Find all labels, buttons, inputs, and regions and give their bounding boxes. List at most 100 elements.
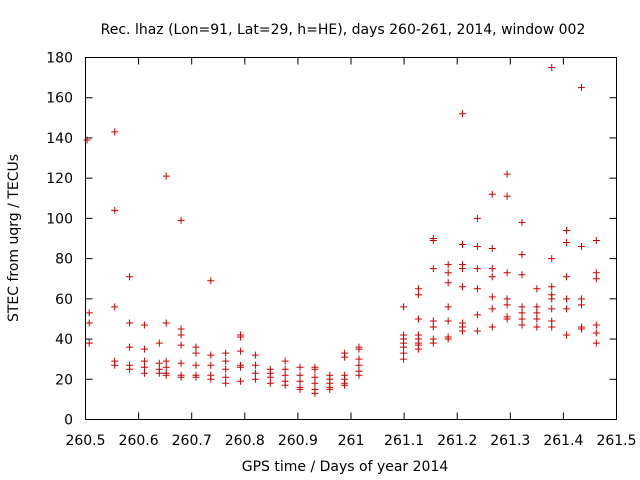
data-point bbox=[459, 327, 467, 335]
data-point bbox=[192, 343, 200, 351]
x-axis-title: GPS time / Days of year 2014 bbox=[242, 459, 449, 475]
data-point bbox=[126, 319, 134, 327]
x-tick-label: 261.2 bbox=[437, 433, 477, 449]
chart-title: Rec. lhaz (Lon=91, Lat=29, h=HE), days 2… bbox=[101, 22, 586, 38]
data-point bbox=[207, 375, 215, 383]
data-point bbox=[83, 136, 91, 144]
y-tick-label: 40 bbox=[55, 332, 73, 348]
data-point bbox=[296, 377, 304, 385]
data-point bbox=[341, 353, 349, 361]
data-point bbox=[563, 305, 571, 313]
data-point bbox=[111, 128, 119, 136]
data-point bbox=[503, 192, 511, 200]
data-point bbox=[563, 273, 571, 281]
data-points bbox=[83, 64, 600, 397]
data-point bbox=[177, 341, 185, 349]
data-point bbox=[488, 273, 496, 281]
data-point bbox=[355, 361, 363, 369]
data-point bbox=[592, 275, 600, 283]
data-point bbox=[162, 319, 170, 327]
data-point bbox=[126, 343, 134, 351]
data-point bbox=[548, 323, 556, 331]
data-point bbox=[473, 265, 481, 273]
data-point bbox=[296, 385, 304, 393]
data-point bbox=[488, 265, 496, 273]
data-point bbox=[251, 375, 259, 383]
data-point bbox=[400, 349, 408, 357]
data-point bbox=[414, 291, 422, 299]
data-point bbox=[518, 309, 526, 317]
data-point bbox=[355, 345, 363, 353]
data-point bbox=[577, 301, 585, 309]
data-point bbox=[414, 345, 422, 353]
data-point bbox=[251, 351, 259, 359]
data-point bbox=[155, 359, 163, 367]
data-point bbox=[429, 237, 437, 245]
data-point bbox=[473, 214, 481, 222]
data-point bbox=[533, 309, 541, 317]
data-point bbox=[548, 295, 556, 303]
data-point bbox=[473, 327, 481, 335]
data-point bbox=[503, 315, 511, 323]
data-point bbox=[503, 269, 511, 277]
data-point bbox=[429, 317, 437, 325]
data-point bbox=[548, 283, 556, 291]
data-point bbox=[577, 325, 585, 333]
data-point bbox=[296, 363, 304, 371]
y-tick-label: 180 bbox=[46, 51, 73, 67]
data-point bbox=[444, 279, 452, 287]
data-point bbox=[162, 371, 170, 379]
data-point bbox=[140, 345, 148, 353]
data-point bbox=[592, 269, 600, 277]
x-tick-label: 260.9 bbox=[278, 433, 318, 449]
data-point bbox=[281, 357, 289, 365]
data-point bbox=[444, 261, 452, 269]
data-point bbox=[207, 277, 215, 285]
data-point bbox=[592, 321, 600, 329]
data-point bbox=[518, 321, 526, 329]
data-point bbox=[414, 285, 422, 293]
data-point bbox=[488, 293, 496, 301]
data-point bbox=[592, 339, 600, 347]
data-point bbox=[355, 355, 363, 363]
y-tick-label: 140 bbox=[46, 131, 73, 147]
data-point bbox=[577, 295, 585, 303]
axis-ticks: 260.5 260.6 260.7 260.8 260.9 261 261.1 261.2 26… bbox=[46, 51, 636, 450]
data-point bbox=[503, 170, 511, 178]
data-point bbox=[266, 379, 274, 387]
data-point bbox=[237, 363, 245, 371]
data-point bbox=[444, 303, 452, 311]
data-point bbox=[192, 361, 200, 369]
data-point bbox=[563, 226, 571, 234]
data-point bbox=[207, 351, 215, 359]
data-point bbox=[548, 64, 556, 72]
data-point bbox=[140, 357, 148, 365]
data-point bbox=[400, 355, 408, 363]
data-point bbox=[414, 315, 422, 323]
data-point bbox=[85, 339, 93, 347]
data-point bbox=[400, 343, 408, 351]
data-point bbox=[473, 285, 481, 293]
data-point bbox=[311, 365, 319, 373]
data-point bbox=[111, 361, 119, 369]
y-tick-label: 0 bbox=[64, 413, 73, 429]
data-point bbox=[429, 265, 437, 273]
x-tick-label: 261.5 bbox=[596, 433, 636, 449]
data-point bbox=[488, 245, 496, 253]
data-point bbox=[207, 361, 215, 369]
data-point bbox=[577, 243, 585, 251]
data-point bbox=[548, 255, 556, 263]
data-point bbox=[296, 371, 304, 379]
data-point bbox=[311, 373, 319, 381]
data-point bbox=[281, 371, 289, 379]
data-point bbox=[563, 295, 571, 303]
data-point bbox=[533, 323, 541, 331]
data-point bbox=[251, 369, 259, 377]
data-point bbox=[533, 303, 541, 311]
data-point bbox=[473, 311, 481, 319]
data-point bbox=[126, 273, 134, 281]
data-point bbox=[533, 315, 541, 323]
data-point bbox=[488, 190, 496, 198]
data-point bbox=[518, 218, 526, 226]
